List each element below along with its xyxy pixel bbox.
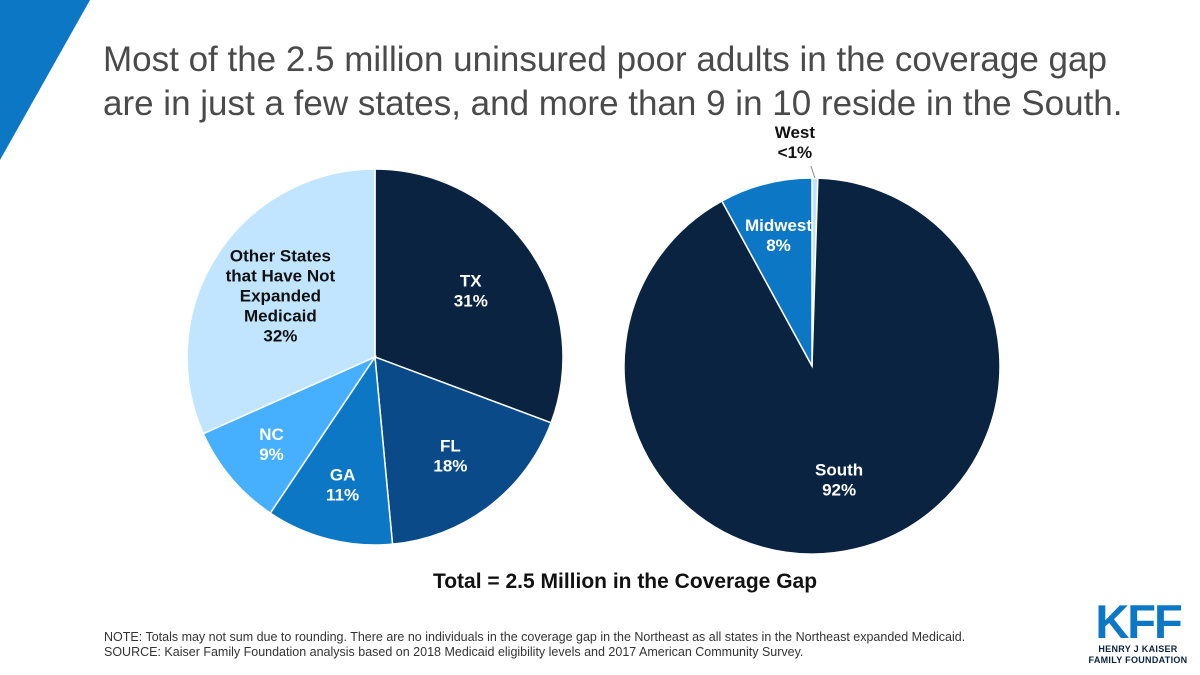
slice-label-other-states-that-have-not-expanded-medicaid: Other States that Have Not Expanded Medicai… xyxy=(226,247,336,346)
total-label: Total = 2.5 Million in the Coverage Gap xyxy=(432,570,818,593)
slice-label-south: South 92% xyxy=(815,460,863,499)
page-title: Most of the 2.5 million uninsured poor a… xyxy=(103,40,1123,123)
pie-slice-other-states-that-have-not-expanded-medicaid xyxy=(186,168,376,435)
logo-mark: KFF xyxy=(1095,595,1182,648)
note-text: NOTE: Totals may not sum due to rounding… xyxy=(104,630,966,644)
footnotes: NOTE: Totals may not sum due to rounding… xyxy=(104,630,1084,660)
logo-line-2: FAMILY FOUNDATION xyxy=(1088,655,1188,665)
slice-label-west: West <1% xyxy=(775,123,816,162)
pie-slice-nc xyxy=(202,355,378,515)
slice-label-fl: FL 18% xyxy=(433,437,467,476)
logo-line-1: HENRY J KAISER xyxy=(1098,644,1178,654)
pie-slice-ga xyxy=(269,354,394,546)
pie-slice-fl xyxy=(374,355,553,545)
slice-label-nc: NC 9% xyxy=(259,425,284,464)
pie-slice-tx xyxy=(374,168,564,424)
source-text: SOURCE: Kaiser Family Foundation analysi… xyxy=(104,645,804,659)
corner-accent-shape xyxy=(0,0,90,160)
leader-line-west xyxy=(810,165,816,179)
slice-label-ga: GA 11% xyxy=(326,466,359,505)
slice-label-tx: TX 31% xyxy=(454,272,488,311)
pie-slice-midwest xyxy=(720,177,813,367)
kff-logo: KFF HENRY J KAISER FAMILY FOUNDATION xyxy=(1088,595,1188,666)
slice-label-midwest: Midwest 8% xyxy=(745,216,812,255)
